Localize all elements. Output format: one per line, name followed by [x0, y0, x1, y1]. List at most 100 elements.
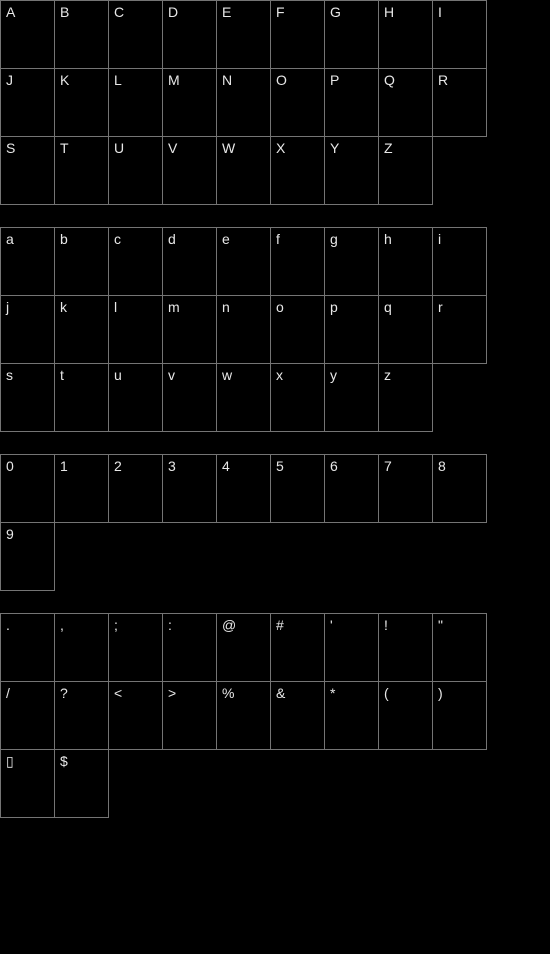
section-uppercase: ABCDEFGHIJKLMNOPQRSTUVWXYZ	[0, 0, 487, 205]
charmap-row: jklmnopqr	[1, 296, 487, 364]
glyph-cell: ▯	[1, 750, 55, 818]
glyph-cell: '	[325, 614, 379, 682]
glyph-cell: !	[379, 614, 433, 682]
glyph-cell: 5	[271, 455, 325, 523]
glyph-cell: e	[217, 228, 271, 296]
glyph-cell: @	[217, 614, 271, 682]
charmap-row: stuvwxyz	[1, 364, 487, 432]
glyph-cell: .	[1, 614, 55, 682]
glyph-cell: w	[217, 364, 271, 432]
glyph-cell: L	[109, 69, 163, 137]
glyph-cell: N	[217, 69, 271, 137]
glyph-cell: 3	[163, 455, 217, 523]
glyph-cell: &	[271, 682, 325, 750]
glyph-cell: j	[1, 296, 55, 364]
glyph-cell: A	[1, 1, 55, 69]
glyph-cell: /	[1, 682, 55, 750]
glyph-cell: ,	[55, 614, 109, 682]
section-spacer	[0, 432, 550, 454]
glyph-cell: U	[109, 137, 163, 205]
glyph-cell: x	[271, 364, 325, 432]
glyph-cell: o	[271, 296, 325, 364]
glyph-cell: Q	[379, 69, 433, 137]
glyph-cell: Y	[325, 137, 379, 205]
section-spacer	[0, 205, 550, 227]
glyph-cell: d	[163, 228, 217, 296]
charmap-root: ABCDEFGHIJKLMNOPQRSTUVWXYZabcdefghijklmn…	[0, 0, 550, 818]
glyph-cell: D	[163, 1, 217, 69]
glyph-cell: r	[433, 296, 487, 364]
glyph-cell: f	[271, 228, 325, 296]
glyph-cell: >	[163, 682, 217, 750]
section-digits: 0123456789	[0, 454, 487, 591]
glyph-cell: g	[325, 228, 379, 296]
glyph-cell: a	[1, 228, 55, 296]
section-symbols: .,;:@#'!"/?<>%&*()▯$	[0, 613, 487, 818]
glyph-cell: ?	[55, 682, 109, 750]
glyph-cell: 7	[379, 455, 433, 523]
glyph-cell: 9	[1, 523, 55, 591]
glyph-cell: X	[271, 137, 325, 205]
charmap-row: JKLMNOPQR	[1, 69, 487, 137]
glyph-cell: h	[379, 228, 433, 296]
glyph-cell: n	[217, 296, 271, 364]
glyph-cell: 1	[55, 455, 109, 523]
charmap-row: /?<>%&*()	[1, 682, 487, 750]
charmap-row: ABCDEFGHI	[1, 1, 487, 69]
glyph-cell: 0	[1, 455, 55, 523]
glyph-cell: H	[379, 1, 433, 69]
glyph-cell: m	[163, 296, 217, 364]
glyph-cell: p	[325, 296, 379, 364]
section-spacer	[0, 591, 550, 613]
glyph-cell: K	[55, 69, 109, 137]
glyph-cell: G	[325, 1, 379, 69]
glyph-cell: y	[325, 364, 379, 432]
glyph-cell: )	[433, 682, 487, 750]
glyph-cell: :	[163, 614, 217, 682]
glyph-cell: O	[271, 69, 325, 137]
glyph-cell: T	[55, 137, 109, 205]
glyph-cell: 6	[325, 455, 379, 523]
charmap-row: 9	[1, 523, 487, 591]
glyph-cell: $	[55, 750, 109, 818]
charmap-row: STUVWXYZ	[1, 137, 487, 205]
charmap-row: 012345678	[1, 455, 487, 523]
glyph-cell: k	[55, 296, 109, 364]
section-lowercase: abcdefghijklmnopqrstuvwxyz	[0, 227, 487, 432]
glyph-cell: q	[379, 296, 433, 364]
glyph-cell: C	[109, 1, 163, 69]
glyph-cell: 2	[109, 455, 163, 523]
glyph-cell: 4	[217, 455, 271, 523]
glyph-cell: i	[433, 228, 487, 296]
glyph-cell: I	[433, 1, 487, 69]
glyph-cell: J	[1, 69, 55, 137]
glyph-cell: b	[55, 228, 109, 296]
glyph-cell: (	[379, 682, 433, 750]
glyph-cell: *	[325, 682, 379, 750]
glyph-cell: E	[217, 1, 271, 69]
glyph-cell: Z	[379, 137, 433, 205]
glyph-cell: V	[163, 137, 217, 205]
glyph-cell: 8	[433, 455, 487, 523]
charmap-row: .,;:@#'!"	[1, 614, 487, 682]
charmap-row: abcdefghi	[1, 228, 487, 296]
glyph-cell: z	[379, 364, 433, 432]
glyph-cell: #	[271, 614, 325, 682]
glyph-cell: c	[109, 228, 163, 296]
glyph-cell: "	[433, 614, 487, 682]
glyph-cell: W	[217, 137, 271, 205]
glyph-cell: R	[433, 69, 487, 137]
glyph-cell: M	[163, 69, 217, 137]
charmap-row: ▯$	[1, 750, 487, 818]
glyph-cell: S	[1, 137, 55, 205]
glyph-cell: v	[163, 364, 217, 432]
glyph-cell: u	[109, 364, 163, 432]
glyph-cell: l	[109, 296, 163, 364]
glyph-cell: %	[217, 682, 271, 750]
glyph-cell: t	[55, 364, 109, 432]
glyph-cell: F	[271, 1, 325, 69]
glyph-cell: B	[55, 1, 109, 69]
glyph-cell: s	[1, 364, 55, 432]
glyph-cell: ;	[109, 614, 163, 682]
glyph-cell: <	[109, 682, 163, 750]
